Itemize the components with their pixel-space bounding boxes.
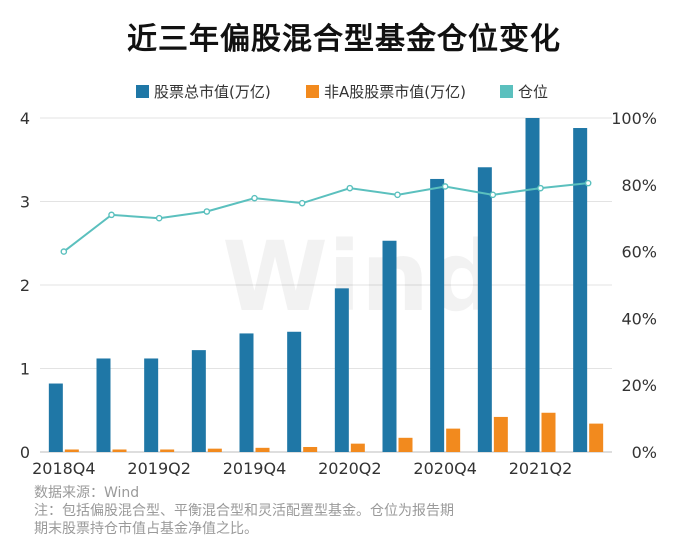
position-point: [203, 208, 211, 215]
bar-non-a-value: [541, 412, 556, 452]
bar-non-a-value: [589, 423, 604, 452]
bar-non-a-value: [493, 416, 508, 452]
position-point: [298, 199, 306, 207]
position-point: [251, 194, 258, 202]
bar-stock-value: [144, 358, 159, 452]
bar-non-a-value: [303, 446, 318, 452]
bar-stock-value: [430, 178, 445, 452]
position-point: [489, 191, 497, 199]
position-point: [584, 179, 592, 187]
bar-stock-value: [477, 167, 492, 452]
x-tick-label: 2019Q2: [127, 459, 191, 478]
bar-stock-value: [48, 383, 63, 452]
bar-non-a-value: [207, 448, 222, 452]
bar-non-a-value: [255, 447, 270, 452]
line-layer: [60, 179, 592, 255]
bar-stock-value: [239, 333, 254, 452]
y-left-tick-label: 1: [20, 360, 30, 379]
x-tick-label: 2019Q4: [223, 459, 287, 478]
footnote-line-1: 注：包括偏股混合型、平衡混合型和灵活配置型基金。仓位为报告期: [34, 503, 454, 519]
position-point: [537, 184, 544, 192]
y-right-tick-label: 20%: [621, 376, 657, 395]
bar-stock-value: [334, 288, 349, 452]
chart-notes: 数据来源：Wind 注：包括偏股混合型、平衡混合型和灵活配置型基金。仓位为报告期…: [34, 484, 674, 538]
y-right-tick-label: 60%: [621, 243, 657, 262]
bar-stock-value: [382, 240, 397, 452]
position-point: [60, 248, 68, 255]
position-point: [108, 211, 115, 219]
chart-title: 近三年偏股混合型基金仓位变化: [127, 22, 561, 57]
legend-swatch: [500, 85, 513, 98]
y-right-tick-label: 0%: [632, 443, 657, 462]
bar-stock-value: [573, 128, 588, 452]
bars-layer: [48, 118, 604, 452]
x-tick-label: 2020Q2: [318, 459, 382, 478]
legend-swatch: [306, 85, 319, 98]
position-point: [155, 214, 163, 222]
y-left-tick-label: 0: [20, 443, 30, 462]
bar-stock-value: [287, 331, 302, 452]
bar-non-a-value: [398, 437, 413, 452]
position-line: [63, 182, 589, 253]
footnote-line-2: 期末股票持仓市值占基金净值之比。: [34, 521, 258, 537]
legend-label: 股票总市值(万亿): [154, 83, 271, 101]
legend-label: 非A股股票市值(万亿): [324, 83, 466, 101]
bar-non-a-value: [350, 443, 365, 452]
position-point: [441, 183, 449, 190]
bar-non-a-value: [112, 449, 127, 452]
legend: 股票总市值(万亿) 非A股股票市值(万亿) 仓位: [136, 83, 548, 101]
watermark-layer: Wind: [222, 221, 498, 333]
position-point: [346, 184, 354, 192]
source-note: 数据来源：Wind: [34, 485, 140, 501]
y-left-tick-label: 4: [20, 109, 30, 128]
bar-non-a-value: [64, 449, 79, 452]
y-right-tick-label: 80%: [621, 176, 657, 195]
y-left-tick-label: 3: [20, 193, 30, 212]
y-right-tick-label: 100%: [611, 109, 657, 128]
legend-swatch: [136, 85, 149, 98]
x-tick-label: 2018Q4: [32, 459, 96, 478]
position-point: [394, 191, 401, 199]
bar-stock-value: [96, 358, 111, 452]
watermark: Wind: [222, 221, 498, 333]
bar-non-a-value: [160, 449, 175, 452]
y-right-tick-label: 40%: [621, 309, 657, 328]
grid-layer: [40, 117, 612, 453]
bar-stock-value: [191, 350, 206, 452]
x-tick-label: 2020Q4: [413, 459, 477, 478]
x-tick-label: 2021Q2: [509, 459, 573, 478]
bar-non-a-value: [446, 428, 461, 452]
legend-label: 仓位: [518, 83, 548, 101]
y-left-tick-label: 2: [20, 276, 30, 295]
bar-stock-value: [525, 118, 540, 452]
